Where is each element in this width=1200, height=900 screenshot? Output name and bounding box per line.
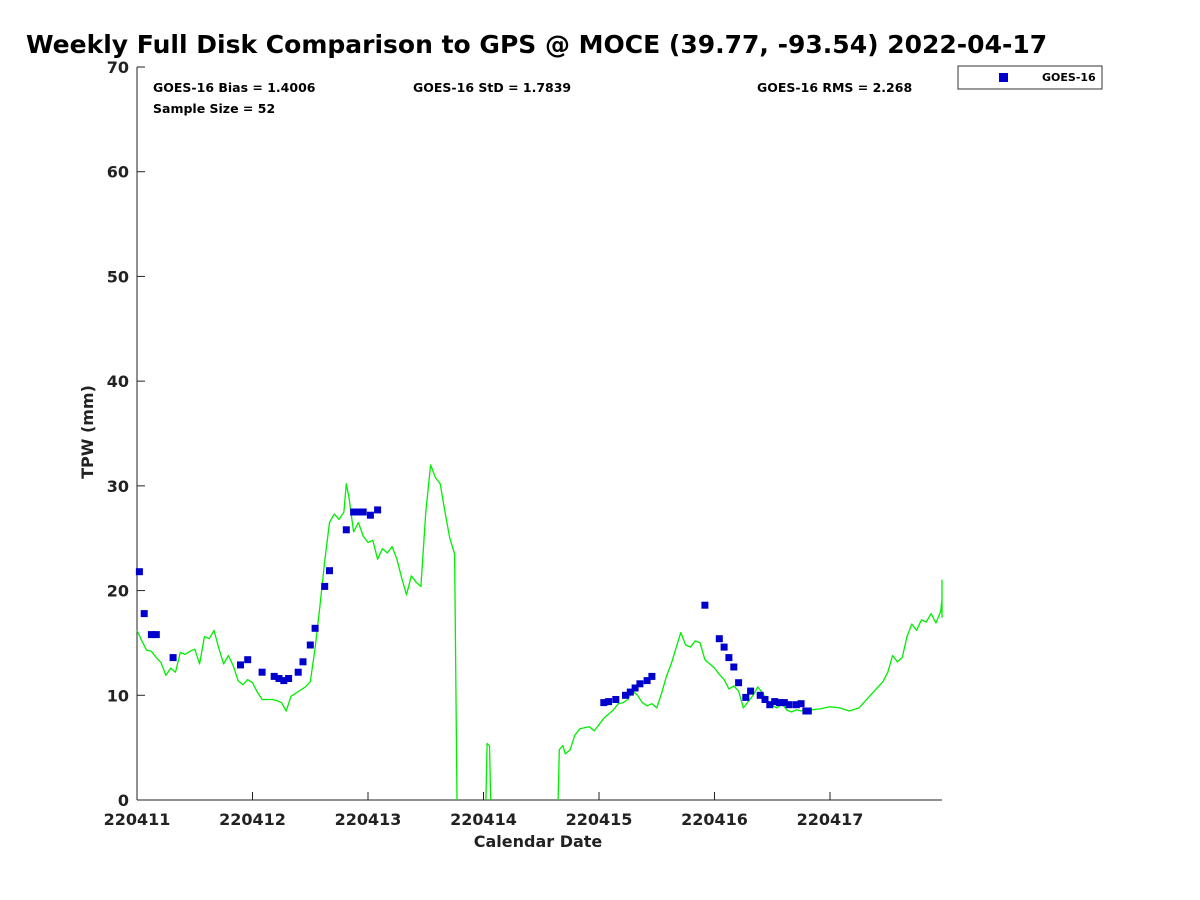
goes16-point [701, 601, 709, 609]
plot-area [135, 464, 943, 801]
goes16-point [797, 700, 805, 708]
ticks: 0 10 20 30 40 50 60 70 220411 220412 220413 220414 2… [104, 58, 864, 829]
goes16-point [294, 668, 302, 676]
x-tick-label: 220414 [450, 810, 517, 829]
goes16-point [135, 568, 143, 576]
x-axis-label: Calendar Date [474, 832, 603, 851]
chart-title: Weekly Full Disk Comparison to GPS @ MOC… [26, 30, 1048, 59]
goes16-point [280, 677, 288, 685]
x-tick-label: 220413 [335, 810, 402, 829]
stat-bias: GOES-16 Bias = 1.4006 [153, 80, 316, 95]
goes16-point [612, 696, 620, 703]
goes16-point [715, 635, 723, 643]
goes16-point [306, 641, 314, 649]
goes16-point [792, 701, 800, 709]
goes16-point [622, 691, 629, 699]
goes16-point [725, 654, 733, 662]
y-tick-label: 50 [107, 267, 129, 286]
goes16-point [140, 610, 148, 618]
goes16-point [311, 624, 319, 632]
goes16-point [244, 656, 252, 664]
legend-marker-goes16 [999, 73, 1008, 82]
y-tick-label: 30 [107, 477, 129, 496]
x-tick-label: 220415 [566, 810, 633, 829]
goes16-point [785, 701, 793, 709]
goes16-point [342, 526, 350, 534]
goes16-point [766, 701, 774, 709]
goes16-point [771, 698, 779, 706]
y-tick-label: 0 [118, 791, 129, 810]
goes16-point [605, 698, 613, 706]
goes16-point [648, 672, 656, 680]
x-tick-label: 220416 [681, 810, 748, 829]
goes16-point [730, 663, 738, 671]
gps-line-segment [136, 464, 458, 801]
gps-line-segment [485, 742, 492, 801]
goes16-point [756, 691, 764, 699]
y-tick-label: 40 [107, 372, 129, 391]
goes16-point [237, 661, 244, 669]
y-tick-label: 70 [107, 58, 129, 77]
stat-rms: GOES-16 RMS = 2.268 [757, 80, 912, 95]
y-tick-label: 20 [107, 582, 129, 601]
legend-box [957, 65, 1103, 90]
goes16-point [804, 707, 812, 715]
goes16-point [147, 631, 155, 639]
legend-label-goes16: GOES-16 [1042, 71, 1096, 84]
stat-sample-size: Sample Size = 52 [153, 101, 275, 116]
goes16-point [169, 654, 177, 662]
goes16-point [720, 643, 728, 651]
goes16-point [643, 677, 651, 685]
goes16-point [258, 668, 266, 676]
goes16-point [780, 699, 788, 707]
goes16-point [761, 696, 769, 703]
goes16-point [374, 506, 382, 514]
goes16-point [735, 679, 743, 687]
goes16-point [285, 675, 293, 682]
goes16-point [321, 582, 329, 590]
axes [136, 67, 942, 801]
goes16-point [326, 567, 333, 575]
y-tick-label: 60 [107, 163, 129, 182]
x-tick-label: 220411 [104, 810, 171, 829]
goes16-point [747, 687, 755, 695]
goes16-point [350, 508, 358, 516]
goes16-point [600, 699, 608, 707]
x-tick-label: 220412 [219, 810, 286, 829]
goes16-point [366, 511, 374, 519]
stats-panel: GOES-16 Bias = 1.4006 GOES-16 StD = 1.78… [153, 80, 912, 116]
y-axis-label: TPW (mm) [78, 385, 97, 479]
goes16-point [275, 675, 283, 682]
legend: GOES-16 [957, 65, 1103, 90]
goes16-point [354, 508, 362, 516]
goes16-point [776, 699, 783, 707]
goes16-point [742, 693, 750, 701]
goes16-point [359, 508, 367, 516]
goes16-point [636, 680, 644, 688]
goes16-point [299, 658, 307, 666]
y-tick-label: 10 [107, 686, 129, 705]
goes16-point [631, 684, 639, 692]
goes16-point [152, 631, 160, 639]
gps-line-segment [557, 579, 943, 801]
stat-std: GOES-16 StD = 1.7839 [413, 80, 571, 95]
goes16-point [270, 672, 278, 680]
x-tick-label: 220417 [797, 810, 864, 829]
goes16-point [626, 688, 634, 696]
